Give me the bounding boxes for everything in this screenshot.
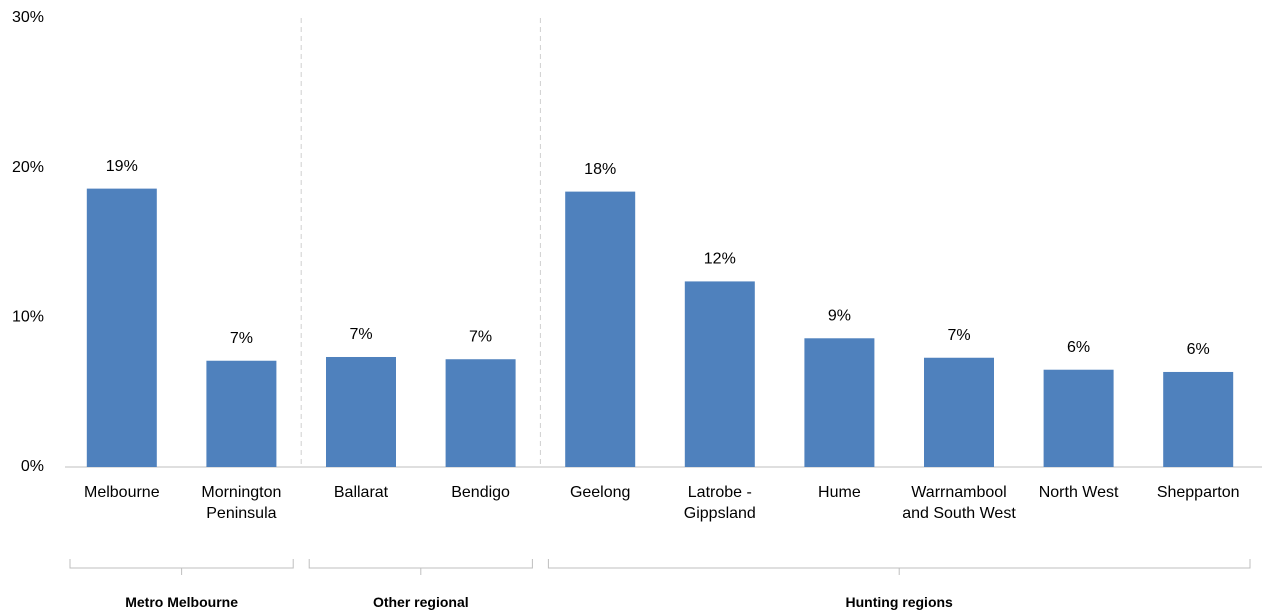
group-bracket (308, 559, 533, 575)
bar (1043, 369, 1114, 467)
value-label: 7% (947, 327, 970, 344)
bar (804, 338, 875, 467)
bar (326, 356, 396, 467)
value-label: 19% (106, 158, 138, 175)
bar (86, 188, 157, 467)
bar (1163, 371, 1234, 467)
value-label: 6% (1187, 341, 1210, 358)
y-tick-label: 20% (12, 159, 44, 176)
x-tick-label: Bendigo (451, 484, 510, 501)
x-tick-label: Shepparton (1156, 484, 1240, 501)
group-label: Hunting regions (845, 594, 953, 610)
group-label: Other regional (372, 594, 469, 610)
y-tick-label: 0% (21, 458, 44, 475)
value-label: 7% (469, 328, 492, 345)
bar (684, 281, 755, 467)
value-label: 6% (1067, 339, 1090, 356)
value-label: 7% (230, 330, 253, 347)
x-tick-label: Geelong (569, 484, 631, 501)
group-label: Metro Melbourne (125, 594, 238, 610)
value-label: 18% (584, 161, 616, 178)
x-tick-label: North West (1038, 484, 1119, 501)
x-tick-label: Melbourne (83, 484, 160, 501)
value-label: 9% (828, 308, 851, 325)
x-tick-label: Ballarat (333, 484, 389, 501)
group-bracket (547, 559, 1251, 575)
value-label: 12% (704, 251, 736, 268)
bar (206, 360, 277, 467)
bar (565, 191, 636, 467)
bar (445, 359, 516, 467)
y-tick-label: 30% (12, 9, 44, 26)
x-tick-label: Mornington Peninsula (201, 484, 282, 522)
group-bracket (69, 559, 294, 575)
x-tick-label: Latrobe - Gippsland (683, 484, 756, 522)
value-label: 7% (349, 326, 372, 343)
x-tick-label: Hume (818, 484, 861, 501)
x-tick-label: Warrnambool and South West (902, 484, 1016, 522)
bar (924, 357, 994, 467)
y-tick-label: 10% (12, 309, 44, 326)
